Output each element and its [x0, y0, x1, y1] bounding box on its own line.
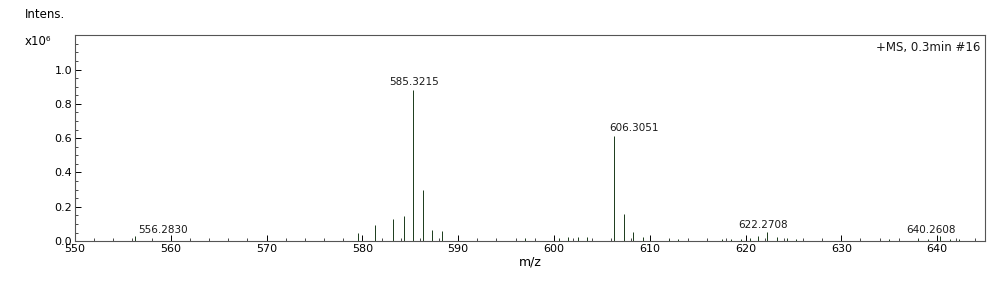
Text: 585.3215: 585.3215 — [389, 77, 439, 87]
Text: 556.2830: 556.2830 — [138, 225, 188, 235]
Text: 606.3051: 606.3051 — [610, 123, 659, 133]
Text: x10⁶: x10⁶ — [25, 35, 51, 48]
Text: 622.2708: 622.2708 — [739, 220, 788, 230]
Text: +MS, 0.3min #16: +MS, 0.3min #16 — [876, 41, 980, 54]
X-axis label: m/z: m/z — [519, 255, 541, 268]
Text: Intens.: Intens. — [25, 8, 65, 21]
Text: 640.2608: 640.2608 — [906, 225, 956, 235]
